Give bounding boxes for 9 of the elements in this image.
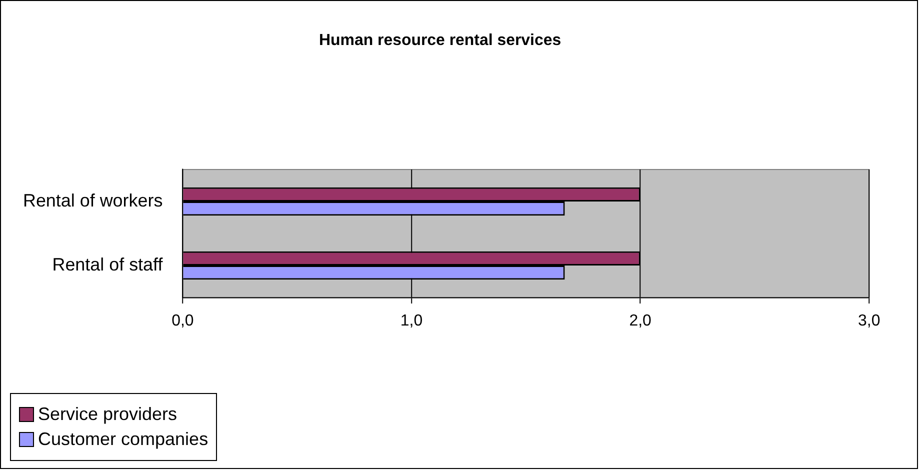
chart-title: Human resource rental services <box>318 32 562 49</box>
legend-label: Service providers <box>38 404 178 425</box>
x-tick-label: 3,0 <box>858 312 880 330</box>
x-tick-label: 2,0 <box>629 312 652 330</box>
x-tick-label: 0,0 <box>172 312 194 330</box>
y-tick-label: Rental of staff <box>52 254 164 274</box>
legend-label: Customer companies <box>38 429 208 450</box>
x-tick-label: 1,0 <box>400 312 423 330</box>
y-tick-label: Rental of workers <box>22 190 163 210</box>
